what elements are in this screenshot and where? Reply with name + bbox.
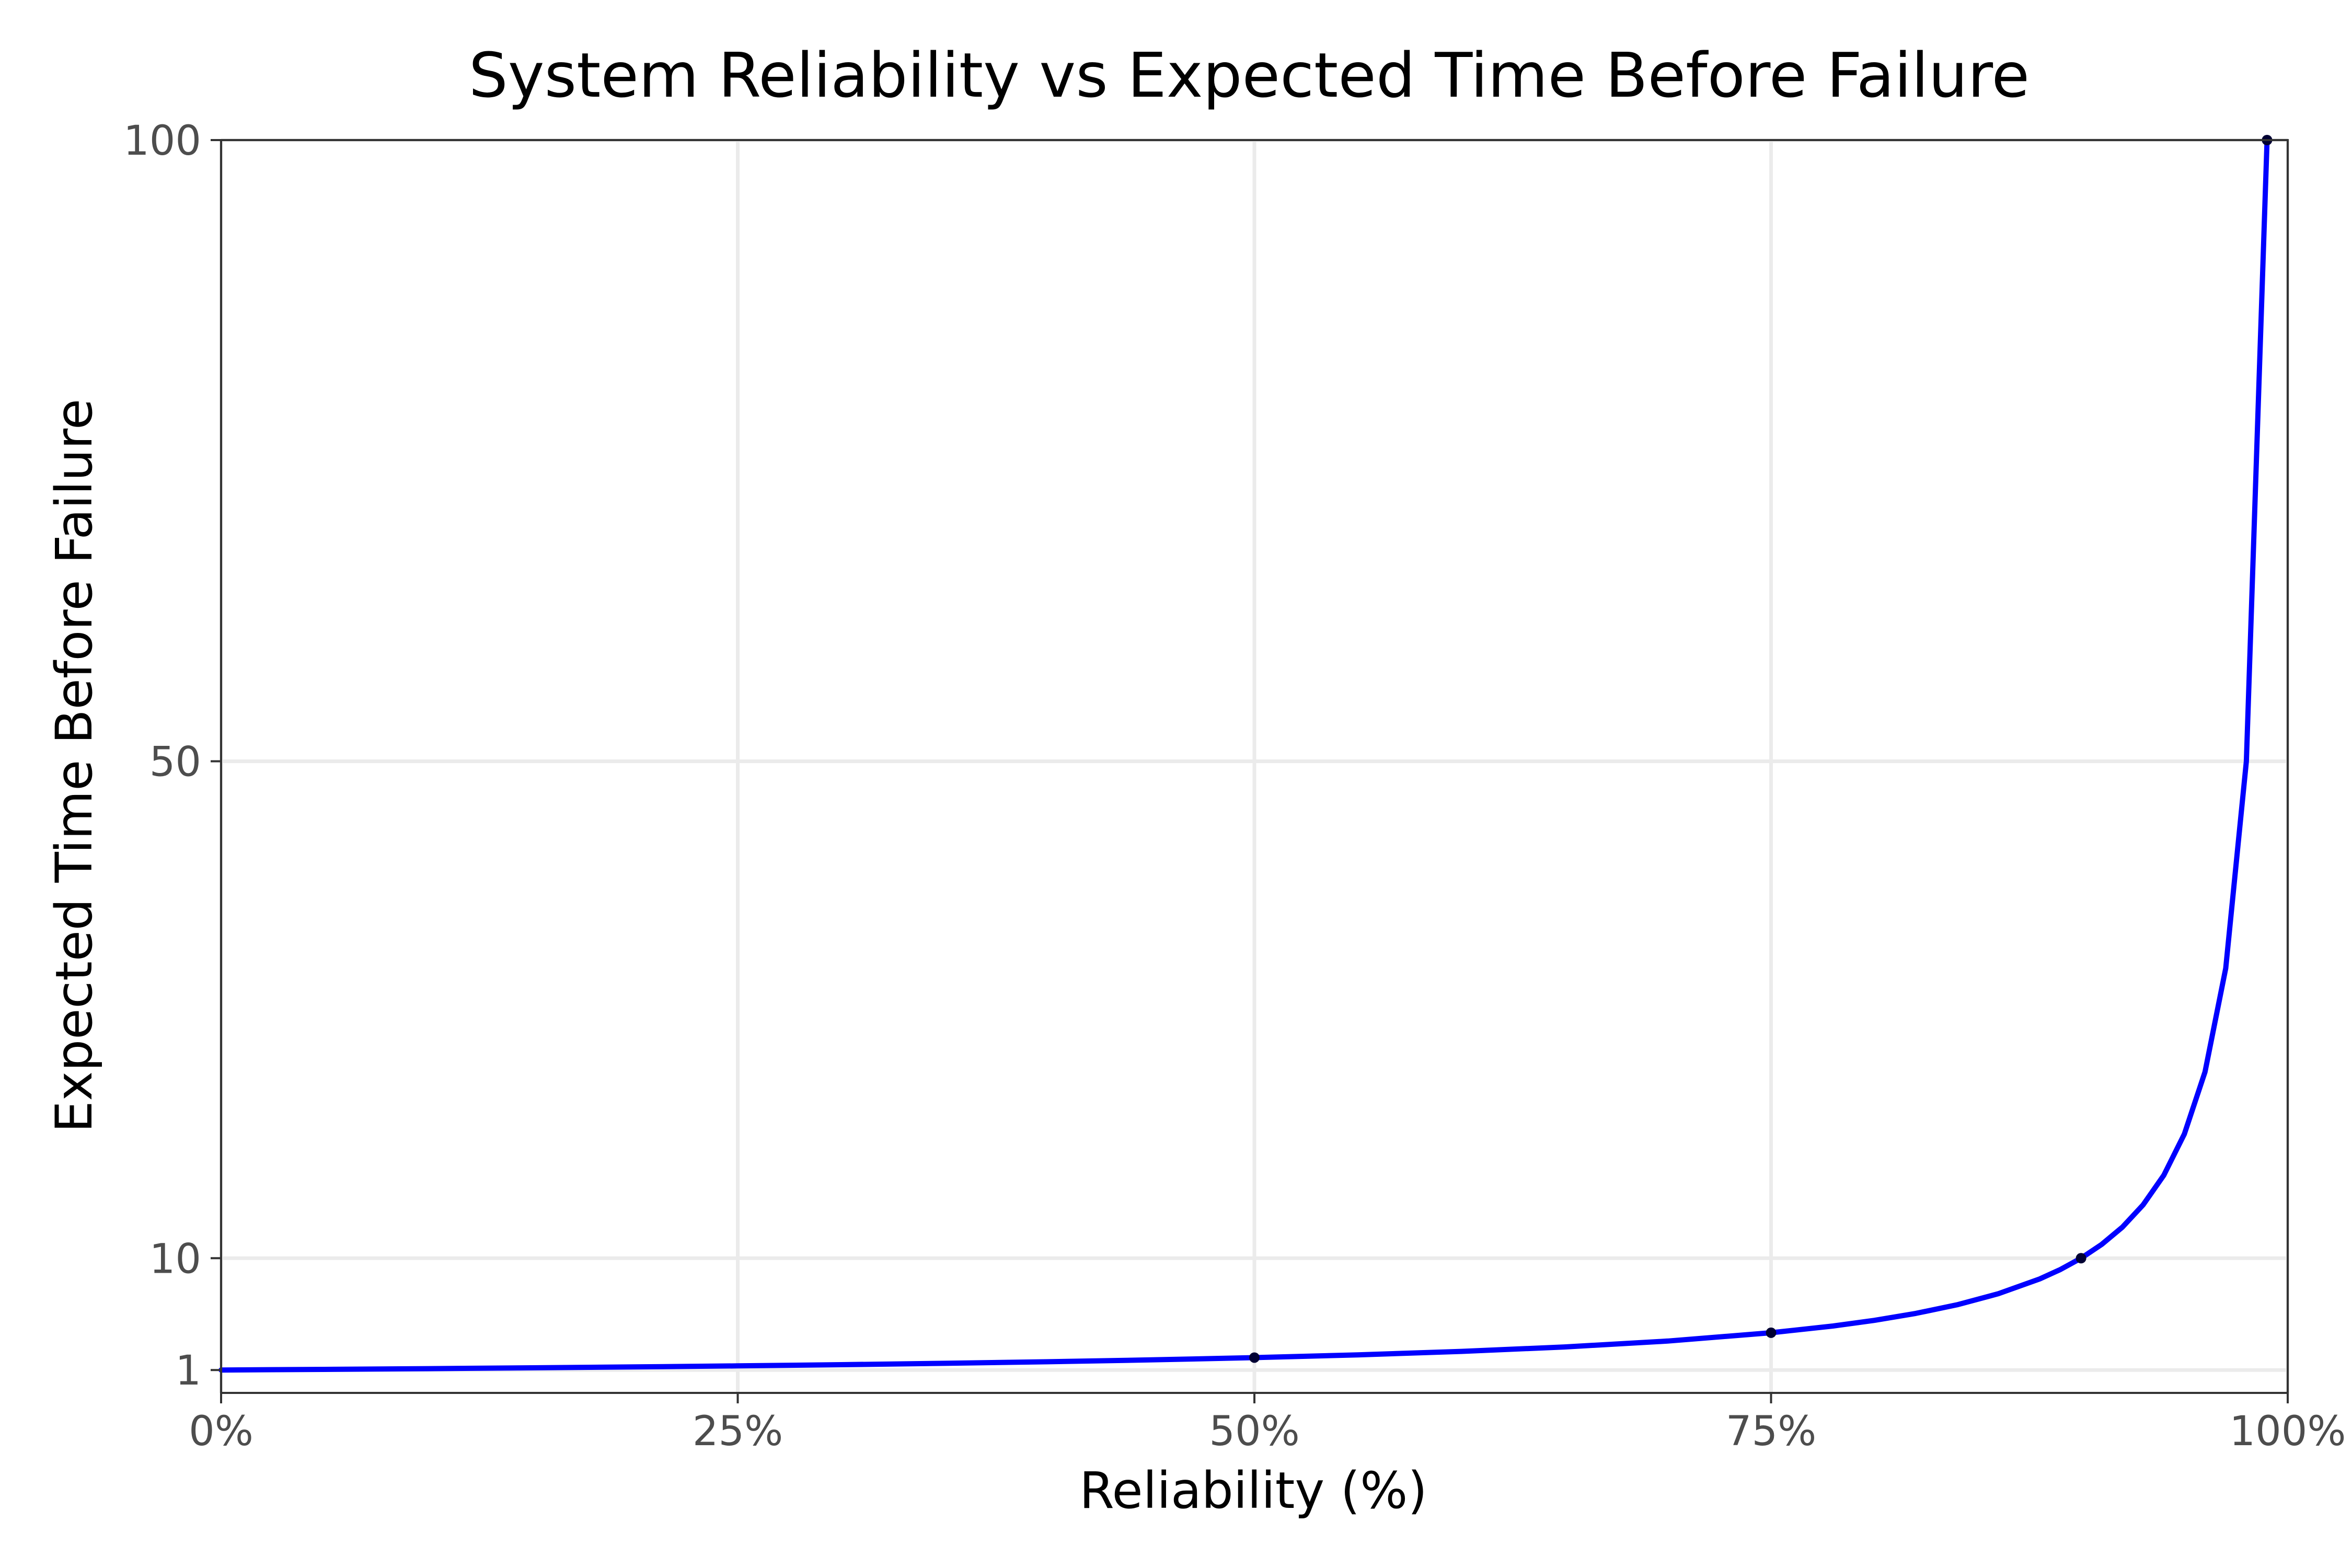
data-point bbox=[1766, 1327, 1777, 1338]
data-point bbox=[1249, 1352, 1260, 1363]
x-tick-label: 25% bbox=[693, 1408, 783, 1455]
y-tick-label: 10 bbox=[149, 1236, 201, 1283]
series-layer bbox=[218, 137, 2270, 1373]
x-tick-label: 100% bbox=[2230, 1408, 2346, 1455]
axis-ticks: 0% 25% 50% 75% 100% 1 10 50 100 bbox=[123, 118, 2346, 1455]
data-point bbox=[2076, 1253, 2086, 1264]
x-tick-label: 0% bbox=[189, 1408, 253, 1455]
x-tick-label: 50% bbox=[1209, 1408, 1299, 1455]
chart-title: System Reliability vs Expected Time Befo… bbox=[469, 39, 2030, 111]
y-tick-label: 50 bbox=[149, 739, 201, 786]
y-tick-label: 1 bbox=[175, 1347, 201, 1394]
y-axis-title: Expected Time Before Failure bbox=[45, 399, 103, 1133]
x-tick-label: 75% bbox=[1726, 1408, 1816, 1455]
y-tick-label: 100 bbox=[123, 118, 201, 165]
series-line bbox=[218, 137, 2270, 1373]
point-markers bbox=[1249, 135, 2273, 1363]
x-axis-title: Reliability (%) bbox=[1079, 1461, 1427, 1520]
